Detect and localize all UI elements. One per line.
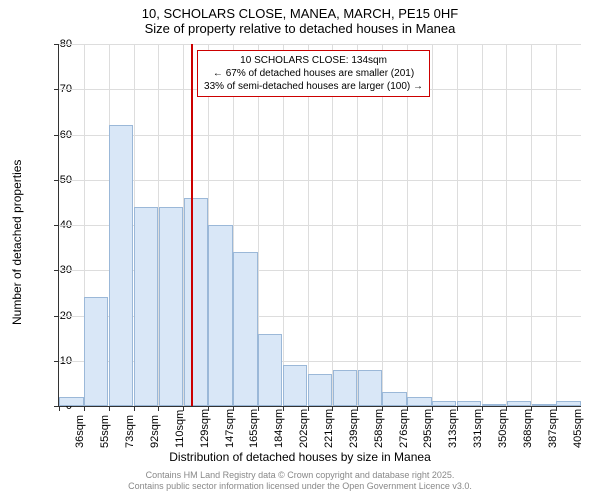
x-tick-label: 313sqm (447, 409, 459, 448)
gridline-v (308, 44, 309, 406)
x-tick-label: 147sqm (224, 409, 236, 448)
gridline-h (59, 44, 581, 45)
x-tick-label: 110sqm (174, 410, 186, 448)
gridline-v (531, 44, 532, 406)
reference-line (191, 44, 193, 406)
x-tick-label: 129sqm (199, 409, 211, 448)
callout-line1: 10 SCHOLARS CLOSE: 134sqm (204, 54, 423, 67)
x-tick-label: 184sqm (273, 409, 285, 448)
x-tick-label: 405sqm (572, 409, 584, 448)
plot-area: 10 SCHOLARS CLOSE: 134sqm← 67% of detach… (58, 44, 581, 407)
x-tick-label: 387sqm (547, 409, 559, 448)
histogram-bar (532, 404, 556, 406)
histogram-bar (109, 125, 133, 406)
chart-title-line1: 10, SCHOLARS CLOSE, MANEA, MARCH, PE15 0… (0, 6, 600, 21)
x-tick-label: 55sqm (99, 415, 111, 448)
x-tick-label: 36sqm (74, 415, 86, 448)
histogram-bar (283, 365, 307, 406)
x-tick-label: 350sqm (497, 409, 509, 448)
x-axis-title: Distribution of detached houses by size … (0, 450, 600, 464)
gridline-v (457, 44, 458, 406)
x-tick-mark (158, 406, 159, 411)
gridline-v (357, 44, 358, 406)
histogram-bar (556, 401, 580, 406)
x-tick-label: 165sqm (248, 409, 260, 448)
histogram-chart: 10, SCHOLARS CLOSE, MANEA, MARCH, PE15 0… (0, 0, 600, 500)
x-tick-label: 73sqm (124, 415, 136, 448)
gridline-v (432, 44, 433, 406)
x-tick-mark (109, 406, 110, 411)
x-tick-label: 331sqm (472, 409, 484, 448)
callout-line2: ← 67% of detached houses are smaller (20… (204, 67, 423, 80)
histogram-bar (333, 370, 357, 406)
histogram-bar (208, 225, 232, 406)
histogram-bar (233, 252, 257, 406)
gridline-v (506, 44, 507, 406)
histogram-bar (358, 370, 382, 406)
histogram-bar (59, 397, 83, 406)
histogram-bar (84, 297, 108, 406)
histogram-bar (507, 401, 531, 406)
histogram-bar (407, 397, 431, 406)
chart-title-block: 10, SCHOLARS CLOSE, MANEA, MARCH, PE15 0… (0, 0, 600, 36)
footer-line2: Contains public sector information licen… (0, 481, 600, 492)
histogram-bar (184, 198, 208, 406)
chart-title-line2: Size of property relative to detached ho… (0, 21, 600, 36)
gridline-h (59, 180, 581, 181)
footer-credit: Contains HM Land Registry data © Crown c… (0, 470, 600, 492)
histogram-bar (482, 404, 506, 406)
x-tick-label: 258sqm (373, 409, 385, 448)
gridline-v (382, 44, 383, 406)
x-tick-mark (84, 406, 85, 411)
x-tick-label: 92sqm (149, 415, 161, 448)
y-axis-title: Number of detached properties (10, 160, 24, 325)
histogram-bar (432, 401, 456, 406)
histogram-bar (159, 207, 183, 406)
gridline-v (482, 44, 483, 406)
histogram-bar (457, 401, 481, 406)
gridline-v (556, 44, 557, 406)
histogram-bar (134, 207, 158, 406)
callout-line3: 33% of semi-detached houses are larger (… (204, 80, 423, 93)
x-tick-label: 221sqm (323, 409, 335, 448)
histogram-bar (258, 334, 282, 406)
x-tick-mark (134, 406, 135, 411)
histogram-bar (382, 392, 406, 406)
footer-line1: Contains HM Land Registry data © Crown c… (0, 470, 600, 481)
gridline-h (59, 135, 581, 136)
gridline-v (332, 44, 333, 406)
x-tick-label: 239sqm (348, 409, 360, 448)
callout-box: 10 SCHOLARS CLOSE: 134sqm← 67% of detach… (197, 50, 430, 97)
x-tick-label: 368sqm (522, 409, 534, 448)
gridline-v (283, 44, 284, 406)
x-tick-label: 295sqm (422, 409, 434, 448)
gridline-v (407, 44, 408, 406)
x-tick-label: 276sqm (398, 409, 410, 448)
histogram-bar (308, 374, 332, 406)
x-tick-label: 202sqm (298, 409, 310, 448)
